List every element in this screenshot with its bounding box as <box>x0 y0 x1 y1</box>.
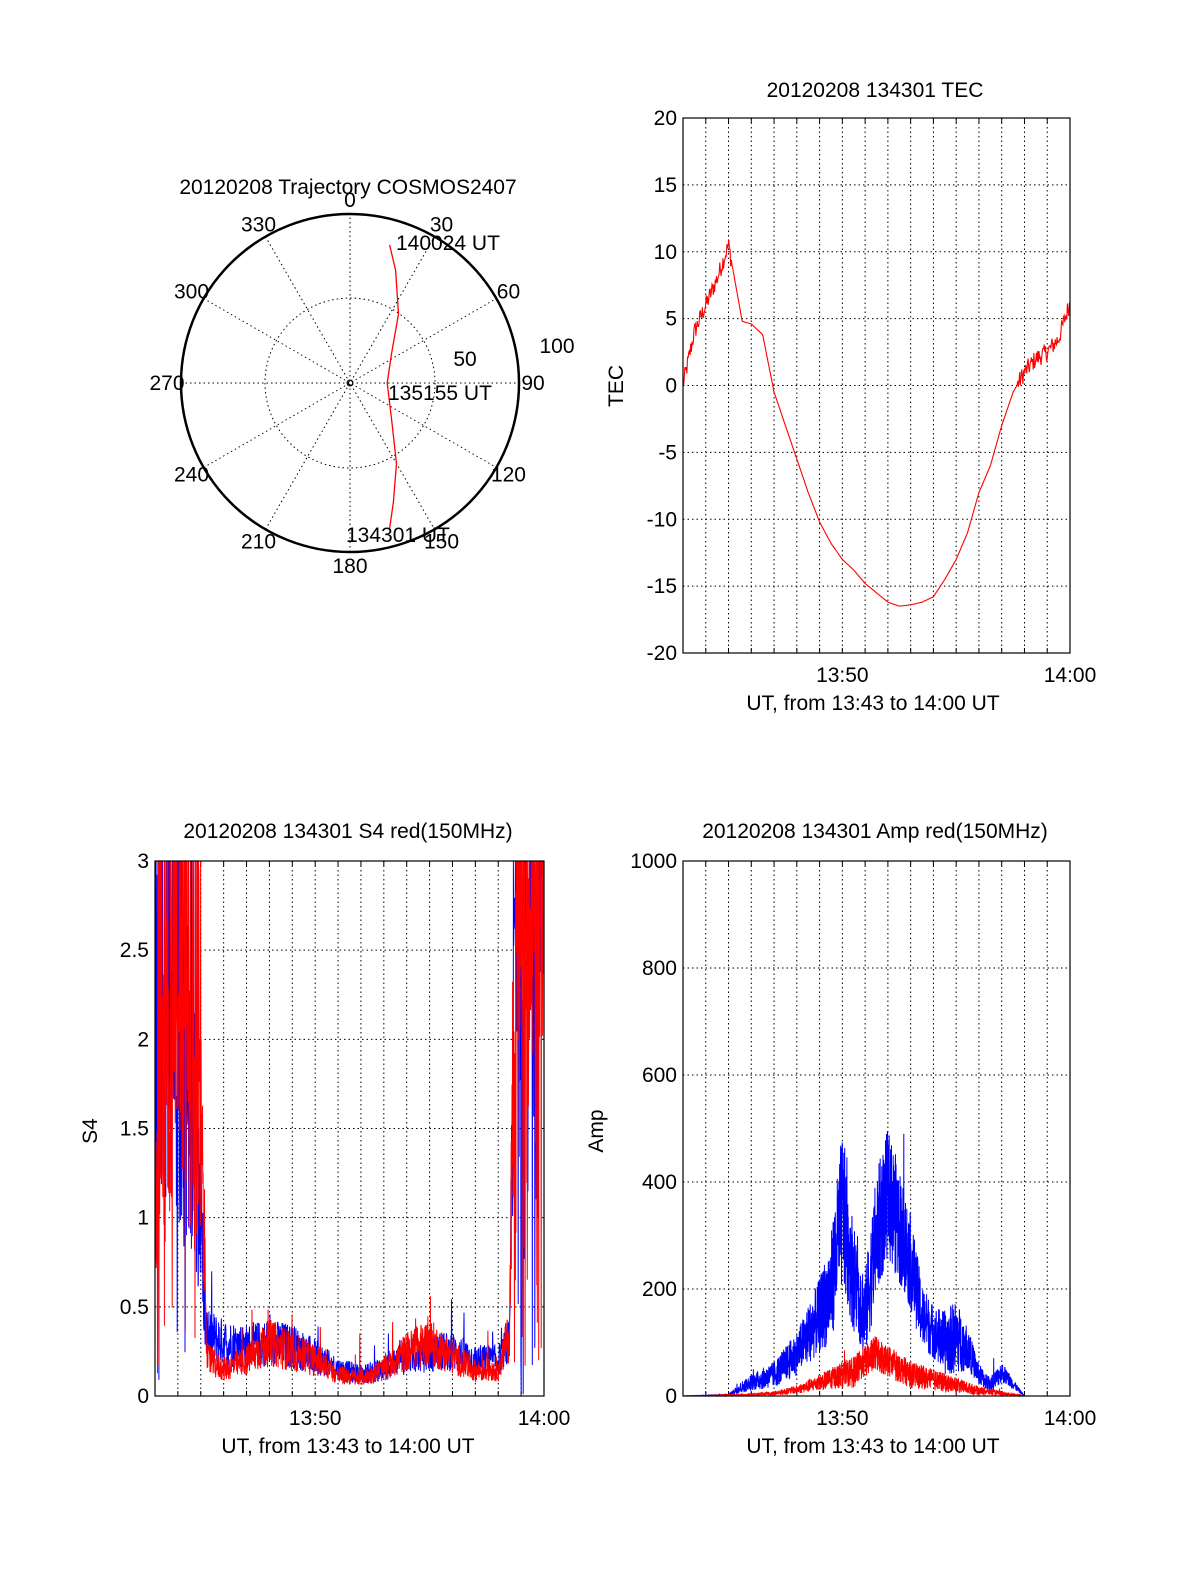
amp-series-line <box>683 1336 1070 1398</box>
azimuth-label: 300 <box>174 281 209 304</box>
tec-grid <box>683 118 1070 653</box>
amp-ytick-label: 800 <box>642 957 677 980</box>
s4-ytick-label: 1 <box>137 1207 149 1230</box>
s4-chart: 20120208 134301 S4 red(150MHz) 3 2.5 2 1.5 1… <box>79 820 570 1458</box>
s4-ytick-label: 3 <box>137 850 149 873</box>
s4-chart-title: 20120208 134301 S4 red(150MHz) <box>183 820 512 843</box>
tec-ytick-label: -10 <box>647 508 677 531</box>
s4-series-line <box>154 860 545 1395</box>
s4-ytick-label: 2.5 <box>120 939 149 962</box>
azimuth-label: 90 <box>521 372 544 395</box>
amp-chart-title: 20120208 134301 Amp red(150MHz) <box>702 820 1048 843</box>
radial-label-100: 100 <box>539 335 574 358</box>
s4-series-group <box>154 860 545 1395</box>
tec-chart-title: 20120208 134301 TEC <box>767 79 984 102</box>
tec-xtick-label: 13:50 <box>816 664 869 687</box>
amp-ytick-label: 600 <box>642 1064 677 1087</box>
tec-x-axis-label: UT, from 13:43 to 14:00 UT <box>746 692 999 715</box>
s4-tick-labels: 3 2.5 2 1.5 1 0.5 0 13:50 14:00 <box>120 850 570 1430</box>
amp-ytick-label: 200 <box>642 1278 677 1301</box>
azimuth-label: 120 <box>491 464 526 487</box>
s4-ytick-label: 2 <box>137 1028 149 1051</box>
s4-series-line <box>154 860 545 1385</box>
amp-tick-labels: 1000 800 600 400 200 0 13:50 14:00 <box>630 850 1096 1430</box>
amp-ytick-label: 400 <box>642 1171 677 1194</box>
s4-x-axis-label: UT, from 13:43 to 14:00 UT <box>221 1435 474 1458</box>
tec-ytick-label: 5 <box>665 308 677 331</box>
tec-ytick-label: -15 <box>647 575 677 598</box>
trajectory-chart: 20120208 Trajectory COSMOS2407 0 30 60 90 12… <box>149 176 574 578</box>
annotation-end-time: 140024 UT <box>396 232 500 255</box>
s4-xtick-label: 14:00 <box>518 1407 571 1430</box>
polar-inner-ring <box>264 297 436 469</box>
azimuth-label: 0 <box>344 189 356 212</box>
tec-ytick-label: 20 <box>654 107 677 130</box>
amp-ytick-label: 0 <box>665 1385 677 1408</box>
amp-plot-frame <box>682 860 1071 1397</box>
azimuth-label: 150 <box>424 530 459 553</box>
azimuth-label: 30 <box>430 214 453 237</box>
tec-ytick-label: 10 <box>654 241 677 264</box>
tec-xtick-label: 14:00 <box>1044 664 1097 687</box>
tec-ytick-label: 15 <box>654 174 677 197</box>
tec-ytick-label: -20 <box>647 642 677 665</box>
amp-series-line <box>683 1130 1070 1398</box>
tec-y-axis-label: TEC <box>605 365 628 407</box>
amp-xtick-label: 13:50 <box>816 1407 869 1430</box>
annotation-mid-time: 135155 UT <box>388 382 492 405</box>
s4-xtick-label: 13:50 <box>289 1407 342 1430</box>
s4-plot-frame <box>154 860 545 1397</box>
amp-grid <box>683 861 1070 1396</box>
polar-outer-ring <box>179 212 521 554</box>
tec-series-group <box>682 239 1071 607</box>
polar-center-marker <box>346 379 354 387</box>
amp-chart: 20120208 134301 Amp red(150MHz) 1000 800 6… <box>585 820 1096 1458</box>
amp-xtick-label: 14:00 <box>1044 1407 1097 1430</box>
azimuth-label: 60 <box>497 281 520 304</box>
s4-ytick-label: 0 <box>137 1385 149 1408</box>
azimuth-label: 180 <box>332 555 367 578</box>
tec-plot-frame <box>682 117 1071 654</box>
azimuth-label: 210 <box>241 530 276 553</box>
tec-ytick-label: -5 <box>658 441 677 464</box>
azimuth-label: 270 <box>149 372 184 395</box>
annotation-start-time: 134301 UT <box>346 524 450 547</box>
s4-ytick-label: 0.5 <box>120 1296 149 1319</box>
tec-chart: 20120208 134301 TEC 20 15 10 5 0 -5 -10 -15 -20 1… <box>605 79 1096 715</box>
tec-tick-labels: 20 15 10 5 0 -5 -10 -15 -20 13:50 14:00 <box>647 107 1097 687</box>
azimuth-label: 330 <box>241 214 276 237</box>
amp-series-group <box>683 1130 1070 1398</box>
tec-ytick-label: 0 <box>665 375 677 398</box>
azimuth-label: 240 <box>174 464 209 487</box>
s4-y-axis-label: S4 <box>79 1118 102 1144</box>
tec-series-line <box>682 239 1071 607</box>
s4-grid <box>155 861 544 1396</box>
amp-x-axis-label: UT, from 13:43 to 14:00 UT <box>746 1435 999 1458</box>
amp-ytick-label: 1000 <box>630 850 677 873</box>
s4-ytick-label: 1.5 <box>120 1118 149 1141</box>
amp-y-axis-label: Amp <box>585 1109 608 1152</box>
radial-label-50: 50 <box>453 348 476 371</box>
trajectory-chart-title: 20120208 Trajectory COSMOS2407 <box>179 176 516 199</box>
azimuth-labels: 0 30 60 90 120 150 180 210 240 270 300 330 <box>149 189 544 578</box>
trajectory-track <box>386 244 400 530</box>
